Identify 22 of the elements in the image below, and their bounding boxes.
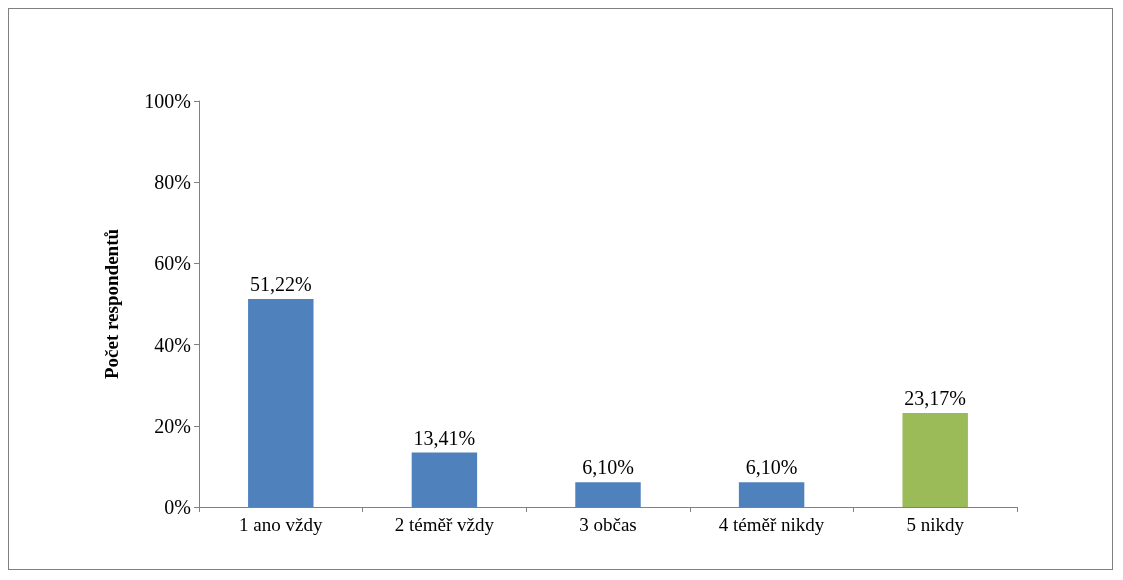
data-label: 6,10% <box>582 456 634 479</box>
y-tick-label: 0% <box>164 496 191 518</box>
data-label: 13,41% <box>413 426 476 449</box>
x-tick-label: 1 ano vždy <box>239 514 323 535</box>
x-tick-label: 2 téměř vždy <box>394 514 495 535</box>
data-label: 23,17% <box>904 386 967 409</box>
bar <box>738 482 805 507</box>
y-axis-title: Počet respondentů <box>101 228 122 380</box>
y-tick-label: 20% <box>154 414 191 437</box>
x-tick-label: 3 občas <box>579 514 637 535</box>
bar <box>248 299 314 507</box>
bar <box>575 482 641 507</box>
y-tick-label: 80% <box>154 171 191 194</box>
x-tick-label: 5 nikdy <box>906 514 965 535</box>
x-tick-label: 4 téměř nikdy <box>718 514 825 535</box>
data-label: 6,10% <box>745 456 798 479</box>
bar <box>411 452 478 507</box>
y-tick-label: 40% <box>154 333 191 356</box>
bar <box>902 412 968 507</box>
data-label: 51,22% <box>249 273 312 296</box>
y-tick-label: 60% <box>154 252 191 275</box>
y-tick-label: 100% <box>144 90 191 112</box>
